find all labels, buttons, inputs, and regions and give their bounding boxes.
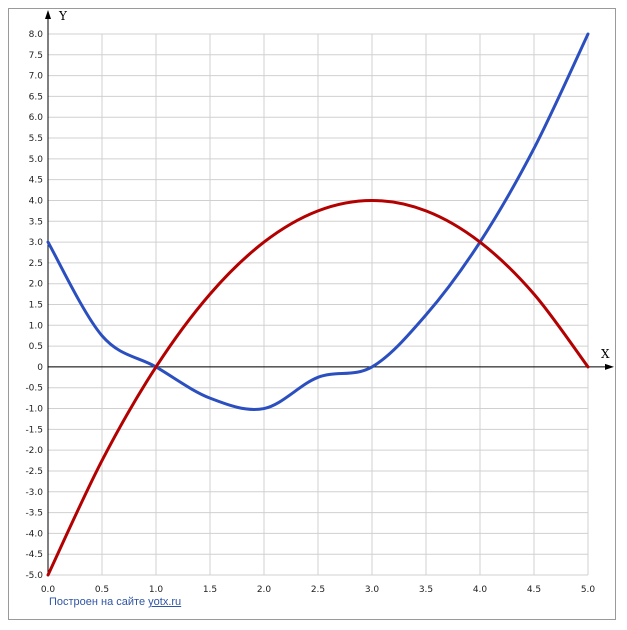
- y-tick-label: -4.0: [25, 529, 43, 539]
- x-tick-label: 0.5: [95, 585, 109, 595]
- chart-frame: [8, 8, 616, 620]
- x-axis-label: X: [601, 347, 610, 361]
- y-tick-labels: 8.0 7.5 7.0 6.5 6.0 5.5 5.0 4.5 4.0 3.5 3.0 2.5 2.0 1…: [25, 30, 43, 581]
- y-tick-label: 7.5: [29, 51, 43, 61]
- x-tick-label: 2.5: [311, 585, 325, 595]
- grid: [47, 33, 589, 576]
- y-tick-label: 6.5: [29, 92, 43, 102]
- x-tick-label: 4.5: [527, 585, 541, 595]
- x-tick-label: 3.0: [365, 585, 380, 595]
- y-tick-label: 0: [37, 363, 43, 373]
- y-tick-label: -1.0: [25, 405, 43, 415]
- x-tick-labels: 0.0 0.5 1.0 1.5 2.0 2.5 3.0 3.5 4.0 4.5 5.0: [41, 585, 596, 595]
- x-tick-label: 4.0: [473, 585, 488, 595]
- y-tick-label: -2.0: [25, 446, 43, 456]
- credit-link[interactable]: yotx.ru: [148, 596, 182, 608]
- y-tick-label: 6.0: [29, 113, 44, 123]
- y-tick-label: 5.0: [29, 155, 44, 165]
- x-tick-label: 3.5: [419, 585, 433, 595]
- x-axis-arrow: [605, 363, 614, 370]
- axes: [45, 10, 614, 575]
- y-tick-label: -3.0: [25, 488, 43, 498]
- x-tick-label: 5.0: [581, 585, 596, 595]
- y-tick-label: 1.5: [29, 301, 43, 311]
- y-tick-label: 0.5: [29, 342, 43, 352]
- series-lines: [46, 32, 590, 577]
- y-tick-label: 4.5: [29, 176, 43, 186]
- site-credit: Построен на сайте yotx.ru: [49, 596, 181, 608]
- x-tick-label: 1.0: [149, 585, 164, 595]
- y-tick-label: -1.5: [25, 425, 43, 435]
- y-tick-label: 2.0: [29, 280, 44, 290]
- y-tick-label: 3.0: [29, 238, 44, 248]
- credit-prefix: Построен на сайте: [49, 596, 149, 608]
- y-tick-label: -3.5: [25, 509, 43, 519]
- y-tick-label: 3.5: [29, 217, 43, 227]
- y-axis-arrow: [45, 10, 51, 19]
- y-tick-label: -2.5: [25, 467, 43, 477]
- y-tick-label: 4.0: [29, 196, 44, 206]
- y-tick-label: 8.0: [29, 30, 44, 40]
- y-tick-label: -4.5: [25, 550, 43, 560]
- x-tick-label: 2.0: [257, 585, 272, 595]
- y-tick-label: -5.0: [25, 571, 43, 581]
- y-axis-label: Y: [58, 9, 68, 23]
- y-tick-label: 2.5: [29, 259, 43, 269]
- x-tick-label: 1.5: [203, 585, 217, 595]
- y-tick-label: 7.0: [29, 72, 44, 82]
- y-tick-label: 5.5: [29, 134, 43, 144]
- x-tick-label: 0.0: [41, 585, 56, 595]
- y-tick-label: -0.5: [25, 384, 43, 394]
- y-tick-label: 1.0: [29, 321, 44, 331]
- series-line-1: [46, 32, 590, 411]
- series-line-2: [46, 198, 590, 577]
